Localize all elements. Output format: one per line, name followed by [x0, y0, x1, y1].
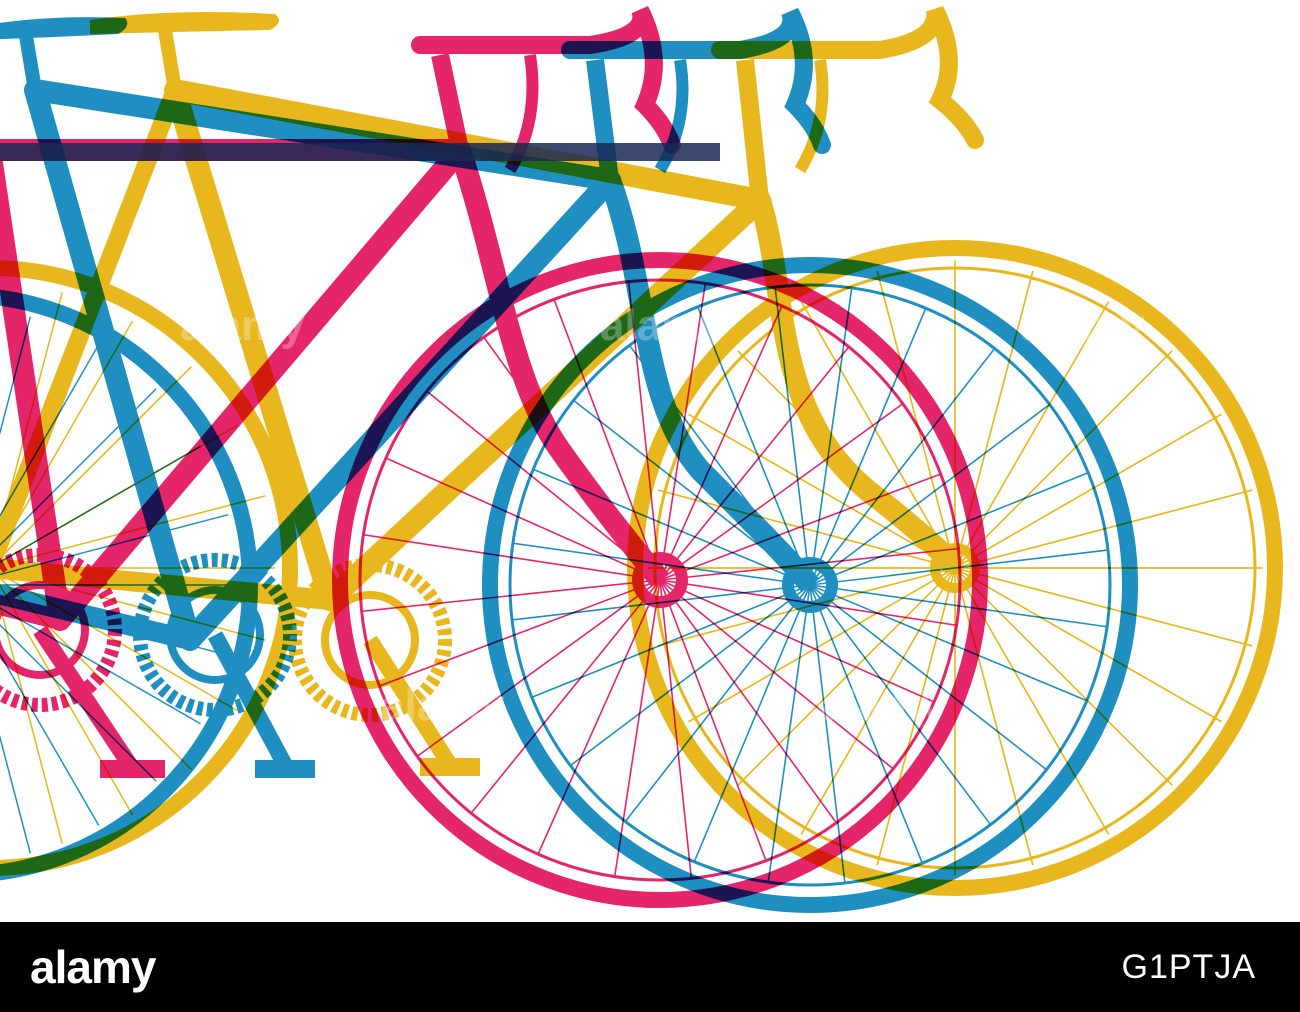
blue-chainring: [133, 553, 297, 717]
bicycles-illustration: alamy alamy alamy alamy alamy: [0, 5, 1283, 922]
blue-bike: [0, 7, 1150, 922]
svg-text:alamy: alamy: [600, 301, 725, 350]
pink-front-wheel: [332, 252, 988, 908]
svg-text:alamy: alamy: [820, 681, 945, 730]
alamy-logo: alamy: [30, 941, 156, 993]
watermark: alamy alamy alamy alamy alamy: [180, 301, 1145, 730]
image-id: G1PTJA: [1121, 948, 1256, 986]
blue-front-wheel: [482, 257, 1138, 913]
stock-footer-bar: alamy G1PTJA: [0, 922, 1300, 1012]
svg-text:alamy: alamy: [380, 681, 505, 730]
svg-text:alamy: alamy: [180, 301, 305, 350]
pink-chainring: [0, 548, 122, 712]
svg-text:alamy: alamy: [1020, 301, 1145, 350]
yellow-rear-wheel: [0, 260, 298, 876]
